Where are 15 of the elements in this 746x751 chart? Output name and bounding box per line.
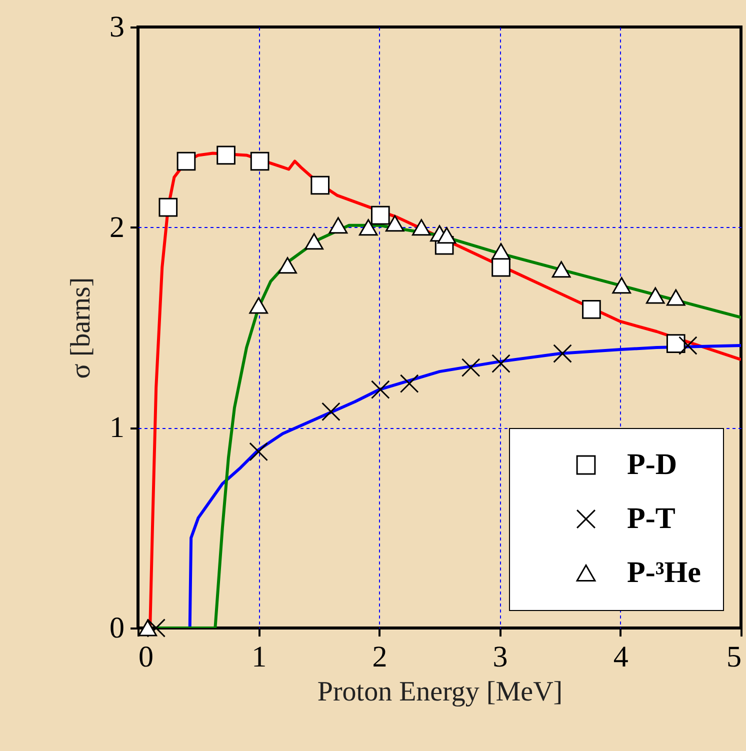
- y-tick-label: 0: [110, 612, 124, 644]
- y-axis-title: σ [barns]: [66, 277, 96, 379]
- x-axis-title: Proton Energy [MeV]: [317, 676, 563, 708]
- legend-label: P-T: [627, 502, 676, 535]
- legend-label: P-D: [627, 448, 677, 481]
- x-tick-label: 0: [138, 640, 154, 674]
- x-tick-label: 5: [726, 640, 742, 674]
- legend-label: P-³He: [627, 556, 701, 589]
- y-tick-label: 1: [110, 411, 124, 444]
- x-tick-label: 3: [492, 640, 508, 674]
- y-tick-label: 2: [110, 210, 124, 244]
- x-tick-label: 2: [372, 640, 388, 674]
- x-tick-label: 1: [252, 640, 267, 674]
- x-tick-label: 4: [613, 640, 628, 674]
- y-tick-label: 3: [110, 10, 124, 44]
